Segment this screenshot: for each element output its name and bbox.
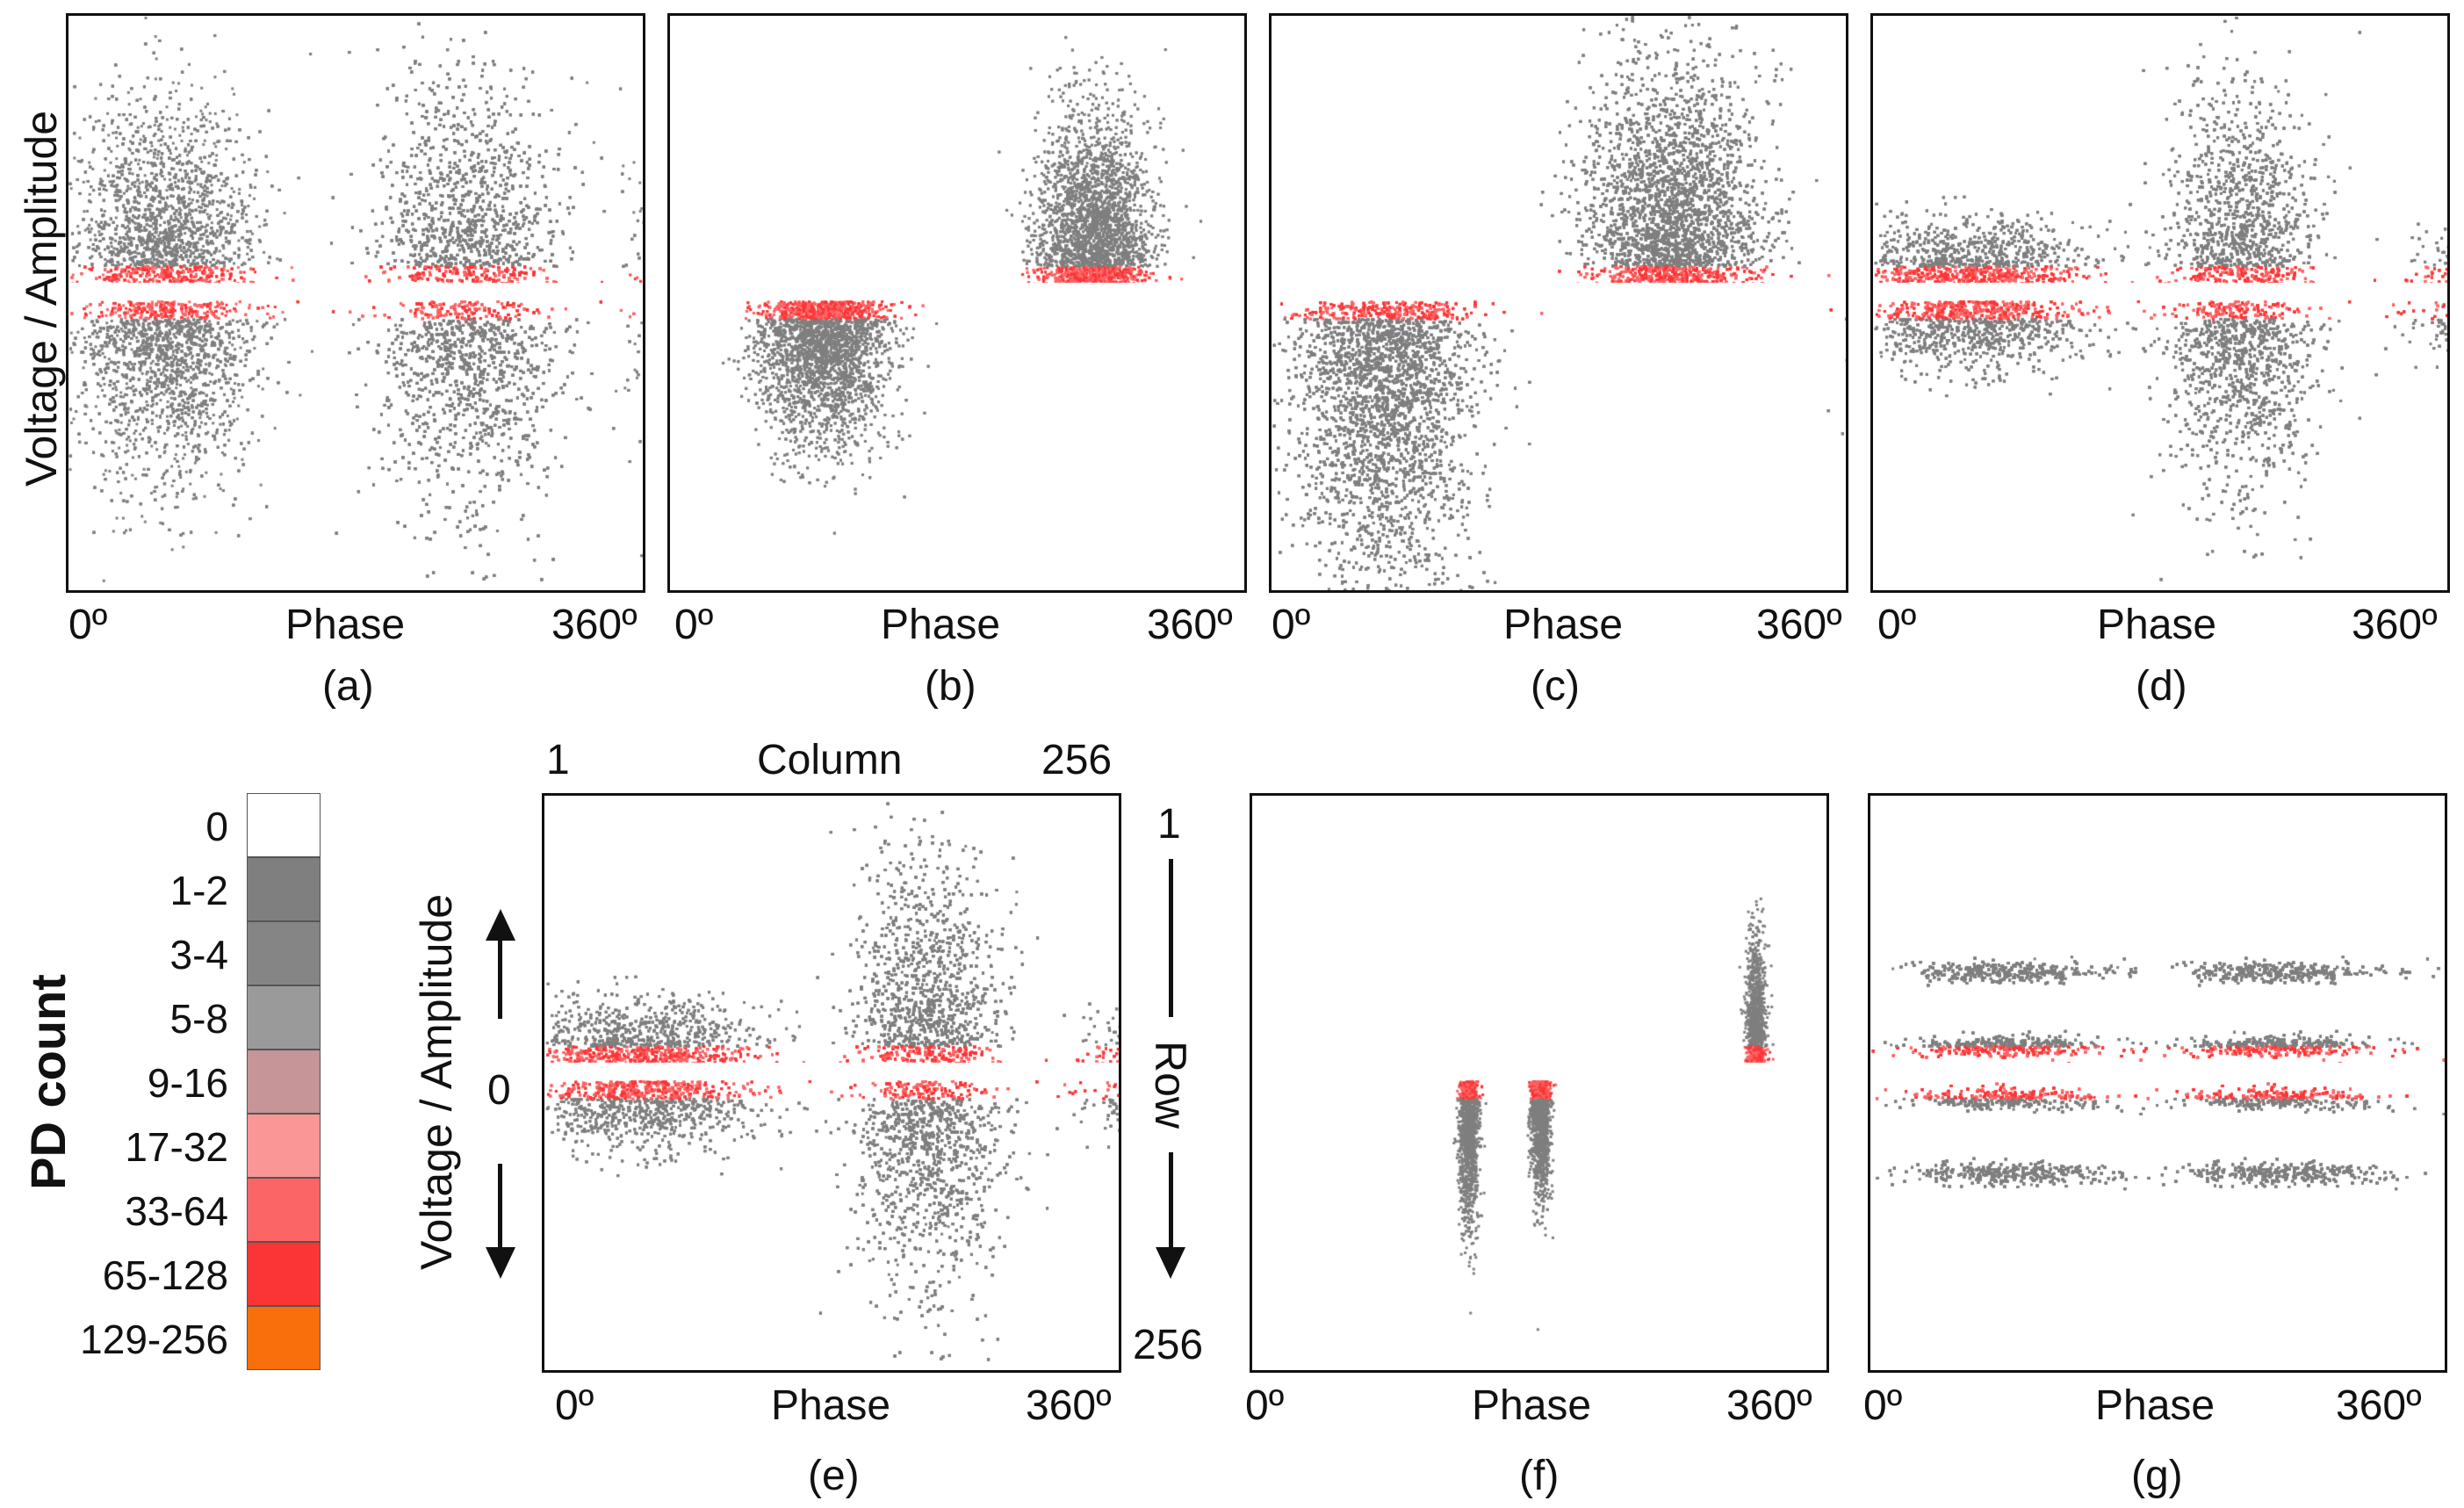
panel-f-scatter <box>1252 796 1826 1370</box>
panel-e-scatter <box>544 796 1119 1370</box>
column-label: Column <box>757 737 903 783</box>
legend-swatch-3 <box>247 985 321 1050</box>
panel-f-xtick-start: 0º <box>1245 1382 1285 1429</box>
panel-e-plot <box>542 793 1121 1373</box>
panel-b-xtick-start: 0º <box>674 602 714 648</box>
down-arrow-icon <box>486 1247 515 1279</box>
legend-label-8: 129-256 <box>80 1317 228 1362</box>
panel-a-xtick-start: 0º <box>68 602 108 648</box>
panel-b-scatter <box>670 16 1244 590</box>
panel-d-plot <box>1870 13 2450 593</box>
panel-a-scatter <box>68 16 643 590</box>
row-arrow-icon <box>1156 1247 1185 1279</box>
row-line-top <box>1169 859 1173 1017</box>
panel-d-xtick-end: 360º <box>2352 602 2438 648</box>
column-end: 256 <box>1041 737 1113 783</box>
panel-g-xtick-start: 0º <box>1863 1382 1903 1429</box>
row-start: 1 <box>1157 801 1181 848</box>
zero-label: 0 <box>487 1067 511 1114</box>
legend-label-4: 9-16 <box>147 1060 228 1106</box>
row-line-bottom <box>1169 1152 1173 1251</box>
legend-title: PD count <box>20 974 76 1190</box>
legend-swatch-5 <box>247 1114 321 1178</box>
column-start: 1 <box>546 737 570 783</box>
panel-b-plot <box>667 13 1247 593</box>
panel-g-plot <box>1868 793 2447 1373</box>
legend-label-3: 5-8 <box>169 996 228 1042</box>
up-arrow-icon <box>486 909 515 941</box>
panel-b-xlabel: Phase <box>881 602 1001 648</box>
panel-c-scatter <box>1272 16 1846 590</box>
legend-swatch-7 <box>247 1242 321 1306</box>
row-end: 256 <box>1133 1322 1204 1368</box>
panel-a-plot <box>66 13 645 593</box>
legend-swatch-0 <box>247 793 321 857</box>
panel-e-xtick-start: 0º <box>555 1382 594 1429</box>
legend-label-6: 33-64 <box>125 1188 228 1234</box>
legend-swatch-2 <box>247 921 321 985</box>
legend-swatch-1 <box>247 857 321 921</box>
panel-b-caption: (b) <box>925 663 976 710</box>
panel-f-plot <box>1250 793 1829 1373</box>
panel-c-xtick-start: 0º <box>1272 602 1311 648</box>
panel-g-scatter <box>1870 796 2445 1370</box>
panel-g-caption: (g) <box>2131 1453 2183 1499</box>
panel-f-xlabel: Phase <box>1472 1382 1592 1429</box>
panel-g-xtick-end: 360º <box>2336 1382 2422 1429</box>
up-arrow-shaft <box>498 931 502 1019</box>
panel-d-caption: (d) <box>2136 663 2187 710</box>
panel-c-caption: (c) <box>1531 663 1580 710</box>
panel-c-plot <box>1269 13 1848 593</box>
y-axis-label-e: Voltage / Amplitude <box>412 893 461 1271</box>
legend-label-7: 65-128 <box>102 1252 228 1298</box>
row-label: Row <box>1146 1040 1195 1129</box>
panel-c-xlabel: Phase <box>1503 602 1624 648</box>
down-arrow-shaft <box>498 1164 502 1252</box>
panel-e-xlabel: Phase <box>771 1382 891 1429</box>
panel-e-xtick-end: 360º <box>1026 1382 1112 1429</box>
panel-d-xtick-start: 0º <box>1877 602 1917 648</box>
legend-swatch-8 <box>247 1306 321 1370</box>
legend-swatch-6 <box>247 1178 321 1242</box>
panel-f-xtick-end: 360º <box>1726 1382 1812 1429</box>
panel-b-xtick-end: 360º <box>1147 602 1233 648</box>
panel-e-caption: (e) <box>808 1453 860 1499</box>
panel-d-scatter <box>1873 16 2447 590</box>
panel-d-xlabel: Phase <box>2097 602 2217 648</box>
panel-c-xtick-end: 360º <box>1756 602 1842 648</box>
panel-a-xlabel: Phase <box>285 602 406 648</box>
panel-a-xtick-end: 360º <box>551 602 638 648</box>
legend-label-5: 17-32 <box>125 1124 228 1170</box>
legend-label-2: 3-4 <box>169 932 228 978</box>
legend-label-0: 0 <box>205 804 228 849</box>
y-axis-label-top: Voltage / Amplitude <box>17 110 66 487</box>
panel-g-xlabel: Phase <box>2095 1382 2215 1429</box>
panel-f-caption: (f) <box>1519 1453 1560 1499</box>
legend-swatch-4 <box>247 1050 321 1114</box>
legend-label-1: 1-2 <box>169 868 228 913</box>
panel-a-caption: (a) <box>322 663 374 710</box>
